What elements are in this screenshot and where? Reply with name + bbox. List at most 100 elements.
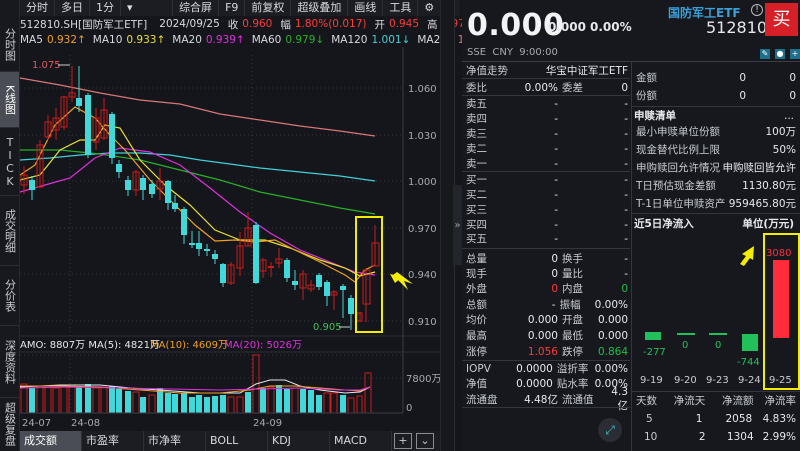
low-marker: 0.905 — [313, 322, 342, 333]
ask-4: 卖四 - - — [466, 112, 628, 126]
ask-5: 卖五 - - — [466, 97, 628, 111]
ma5-value: 0.932↑ — [46, 34, 86, 46]
expand-icon[interactable]: ⤢ — [598, 418, 622, 442]
etf-code: 512810 — [706, 18, 768, 37]
svg-text:0.970: 0.970 — [408, 224, 437, 235]
etf-name[interactable]: 国防军工ETF — [668, 6, 741, 20]
sidebar-item-kline[interactable]: K线图 — [0, 72, 19, 128]
info-icon[interactable]: ! — [751, 4, 763, 16]
inflow-header: 近5日净流入 单位(万元) — [634, 218, 794, 230]
sidebar-item-price-table[interactable]: 分价表 — [0, 266, 19, 326]
stat-iopv-row: IOPV 0.0000 溢折率 0.00% — [466, 362, 628, 376]
tab-macd[interactable]: MACD — [330, 431, 392, 451]
buy-button[interactable]: 买 — [765, 3, 798, 36]
indicator-menu-icon[interactable]: ⌄ — [416, 433, 434, 449]
alert-bell-icon[interactable]: ● — [775, 49, 785, 59]
tab-1min[interactable]: 1分 — [90, 0, 121, 16]
inflow-value: 0 — [682, 340, 688, 351]
kline-chart[interactable]: 1.060 1.030 1.000 0.970 0.940 0.910 — [19, 47, 441, 437]
stat-limit-row: 涨停 1.056 跌停 0.864 — [466, 345, 628, 359]
sidebar-item-trade-detail[interactable]: 成交明细 — [0, 196, 19, 266]
ask-2: 卖二 - - — [466, 142, 628, 156]
ma60-value: 0.979↓ — [285, 34, 325, 46]
close-label: 收 — [227, 18, 239, 31]
period-dropdown-icon[interactable]: ▾ — [127, 1, 133, 14]
ma10-value: 0.933↑ — [126, 34, 166, 46]
ma10-label: MA10 — [92, 34, 123, 46]
ma-row: MA5 0.932↑ MA10 0.933↑ MA20 0.939↑ MA60 … — [20, 33, 533, 47]
ma5-label: MA5 — [20, 34, 43, 46]
svg-text:1.000: 1.000 — [408, 177, 437, 188]
sidebar-item-review[interactable]: 超级复盘 — [3, 402, 17, 446]
summary-row: 10 2 1304 2.99% — [644, 430, 797, 443]
change-label: 幅 — [280, 18, 291, 31]
edit-icon[interactable]: ✎ — [760, 49, 770, 59]
tab-timeshare[interactable]: 分时 — [20, 0, 55, 16]
ma60-label: MA60 — [251, 34, 282, 46]
stat-outer-inner-row: 外盘 0 内盘 0 — [466, 282, 628, 296]
summary-row: 5 1 2058 4.83% — [646, 412, 797, 425]
inflow-value: -277 — [643, 347, 666, 358]
inflow-value: 0 — [715, 340, 721, 351]
creation-row: 最小申赎单位份额 100万 — [636, 126, 796, 138]
f9-button[interactable]: F9 — [219, 0, 246, 16]
quote-info-row: 512810.SH[国防军工ETF] 2024/09/25 收 0.960 幅 … — [20, 17, 472, 31]
svg-text:1.060: 1.060 — [408, 84, 437, 95]
open-value: 0.945 — [388, 18, 420, 30]
super-overlay-button[interactable]: 超级叠加 — [291, 0, 349, 16]
creation-row: T日预估现金差额 1130.80元 — [636, 180, 796, 192]
svg-text:0: 0 — [406, 403, 412, 414]
svg-text:9-23: 9-23 — [706, 375, 729, 386]
bid-3: 买三 - - — [466, 203, 628, 217]
ma20-label: MA20 — [172, 34, 202, 46]
draw-line-button[interactable]: 画线 — [348, 0, 384, 16]
svg-text:24-09: 24-09 — [253, 418, 282, 429]
inflow-chart: -277 0 0 -744 3080 9-19 9-20 9-23 9-24 9… — [640, 233, 800, 390]
summary-header: 天数 净流天 净流额 净流率 — [636, 395, 796, 407]
svg-text:9-25: 9-25 — [769, 375, 792, 386]
stat-nav-row: 净值 0.0000 贴水率 0.00% — [466, 377, 628, 391]
ma120-value: 1.001↓ — [371, 34, 411, 46]
collapse-panel-handle[interactable]: » — [453, 185, 462, 265]
bid-1: 买一 - - — [466, 173, 628, 187]
sidebar-item-depth-data[interactable]: 深度资料 — [0, 326, 19, 398]
tab-multi-day[interactable]: 多日 — [55, 0, 90, 16]
view-sidebar: 分时图 K线图 TICK 成交明细 分价表 深度资料 超级复盘 — [0, 0, 20, 451]
creation-row: 申购赎回允许情况 申购赎回皆允许 — [636, 162, 796, 174]
svg-text:7800万: 7800万 — [406, 374, 440, 385]
composite-screen-button[interactable]: 综合屏 — [172, 0, 220, 16]
nav-trend-row[interactable]: 净值走势 华宝中证军工ETF — [466, 65, 628, 77]
creation-row: 现金替代比例上限 50% — [636, 143, 796, 157]
inflow-value: -744 — [737, 357, 760, 368]
indicator-tabs: 成交额 市盈率 市净率 BOLL KDJ MACD + ⌄ — [20, 431, 440, 451]
tab-pb[interactable]: 市净率 — [144, 431, 206, 451]
date-label: 2024/09/25 — [159, 18, 220, 30]
price-change: 0.000 — [548, 20, 586, 34]
ask-1: 卖一 - - — [466, 157, 628, 171]
svg-text:24-07: 24-07 — [22, 418, 51, 429]
tab-boll[interactable]: BOLL — [206, 431, 268, 451]
sidebar-item-tick[interactable]: TICK — [0, 128, 19, 196]
stat-avg-row: 均价 0.000 开盘 0.000 — [466, 313, 628, 327]
close-value: 0.960 — [242, 18, 273, 30]
add-watchlist-icon[interactable]: + — [790, 49, 800, 59]
gear-icon[interactable]: ⚙ — [418, 0, 442, 16]
chart-toolbar: 分时 多日 1分 ▾ 综合屏 F9 前复权 超级叠加 画线 工具 ⚙ » — [20, 0, 460, 16]
ma20-value: 0.939↑ — [205, 34, 245, 46]
sidebar-item-timeshare[interactable]: 分时图 — [0, 18, 19, 72]
svg-text:1.030: 1.030 — [408, 131, 437, 142]
bid-4: 买四 - - — [466, 218, 628, 232]
stat-float-row: 流通盘 4.48亿 流通值 4.3亿 — [466, 386, 628, 412]
last-price: 0.000 — [467, 8, 565, 43]
svg-text:MA(20): 5026万: MA(20): 5026万 — [224, 340, 302, 351]
tab-kdj[interactable]: KDJ — [268, 431, 330, 451]
tab-turnover[interactable]: 成交额 — [20, 431, 82, 451]
high-label: 高 — [427, 18, 438, 31]
tab-pe[interactable]: 市盈率 — [82, 431, 144, 451]
add-indicator-icon[interactable]: + — [394, 433, 412, 449]
svg-text:0.940: 0.940 — [408, 270, 437, 281]
forward-adjust-button[interactable]: 前复权 — [245, 0, 292, 16]
tools-button[interactable]: 工具 — [383, 0, 419, 16]
amount-row: 金额 0 0 — [636, 71, 796, 85]
creation-list-header[interactable]: 申赎清单 ... — [634, 109, 794, 123]
